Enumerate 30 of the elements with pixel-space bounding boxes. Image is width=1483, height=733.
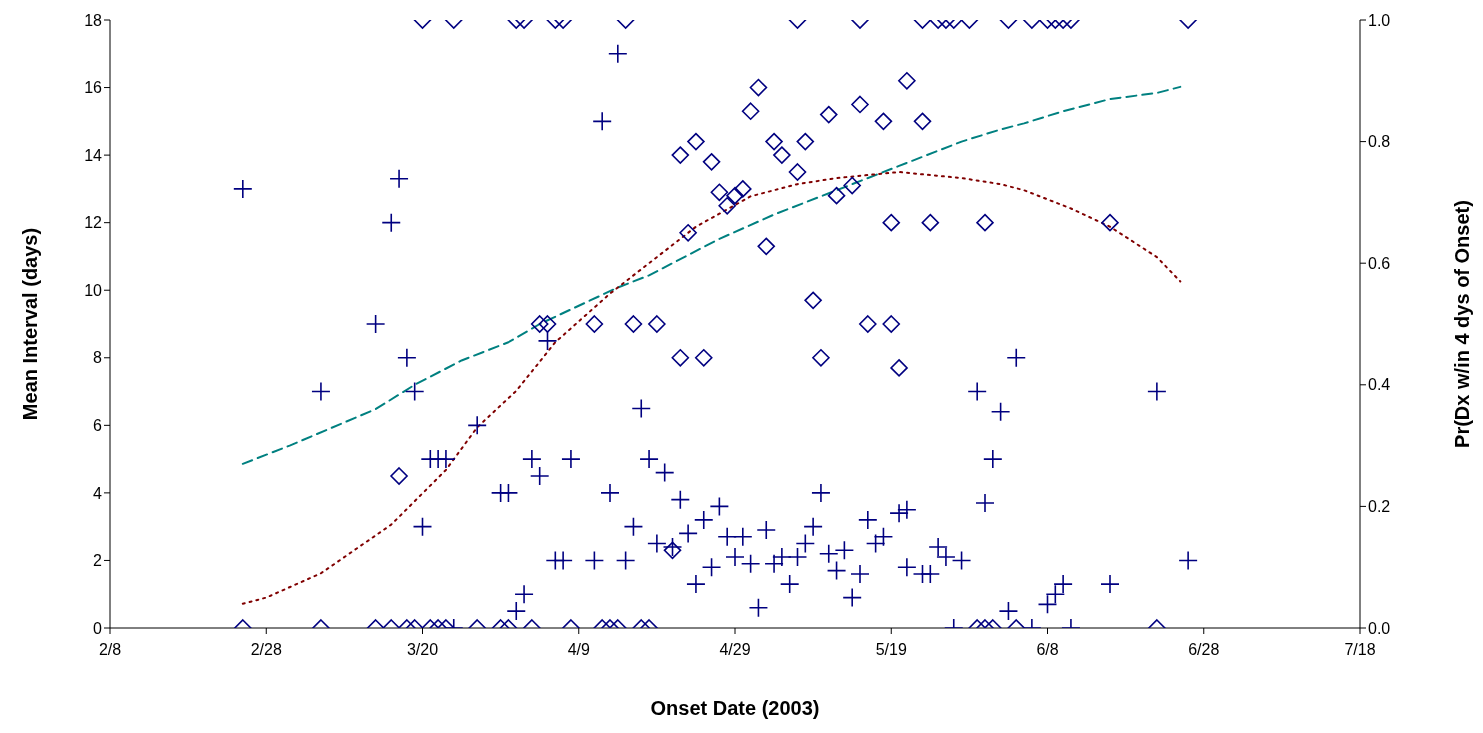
x-tick-label: 6/8	[1036, 641, 1059, 659]
y2-tick-label: 0.4	[1368, 376, 1391, 394]
y-tick-label: 14	[84, 146, 103, 164]
y-tick-label: 12	[84, 214, 103, 232]
y-axis-title: Mean Interval (days)	[18, 227, 42, 421]
y-tick-label: 8	[93, 349, 103, 367]
y-tick-label: 18	[84, 11, 103, 29]
x-axis-title: Onset Date (2003)	[650, 697, 820, 720]
y-tick-label: 0	[93, 619, 103, 637]
x-tick-label: 5/19	[875, 641, 907, 659]
x-tick-label: 3/20	[406, 641, 439, 659]
x-tick-label: 2/28	[250, 641, 282, 659]
y-tick-label: 6	[93, 417, 103, 435]
y2-tick-label: 1.0	[1368, 11, 1391, 29]
y2-tick-label: 0.8	[1368, 133, 1391, 151]
y2-axis-title: Pr(Dx w/in 4 dys of Onset)	[1450, 200, 1474, 448]
x-tick-label: 6/28	[1188, 641, 1220, 659]
line-series	[241, 171, 1182, 605]
y-tick-label: 4	[93, 484, 103, 502]
line-series	[241, 85, 1182, 465]
y2-tick-label: 0.6	[1368, 254, 1391, 272]
y2-tick-label: 0.0	[1368, 619, 1391, 637]
y-tick-label: 10	[84, 281, 103, 299]
x-tick-label: 2/8	[98, 641, 122, 659]
x-tick-label: 4/9	[567, 641, 590, 659]
y2-tick-label: 0.2	[1368, 498, 1391, 516]
y-tick-label: 16	[84, 79, 103, 97]
y-tick-label: 2	[93, 552, 103, 570]
x-tick-label: 4/29	[719, 641, 751, 659]
x-tick-label: 7/18	[1344, 641, 1376, 659]
